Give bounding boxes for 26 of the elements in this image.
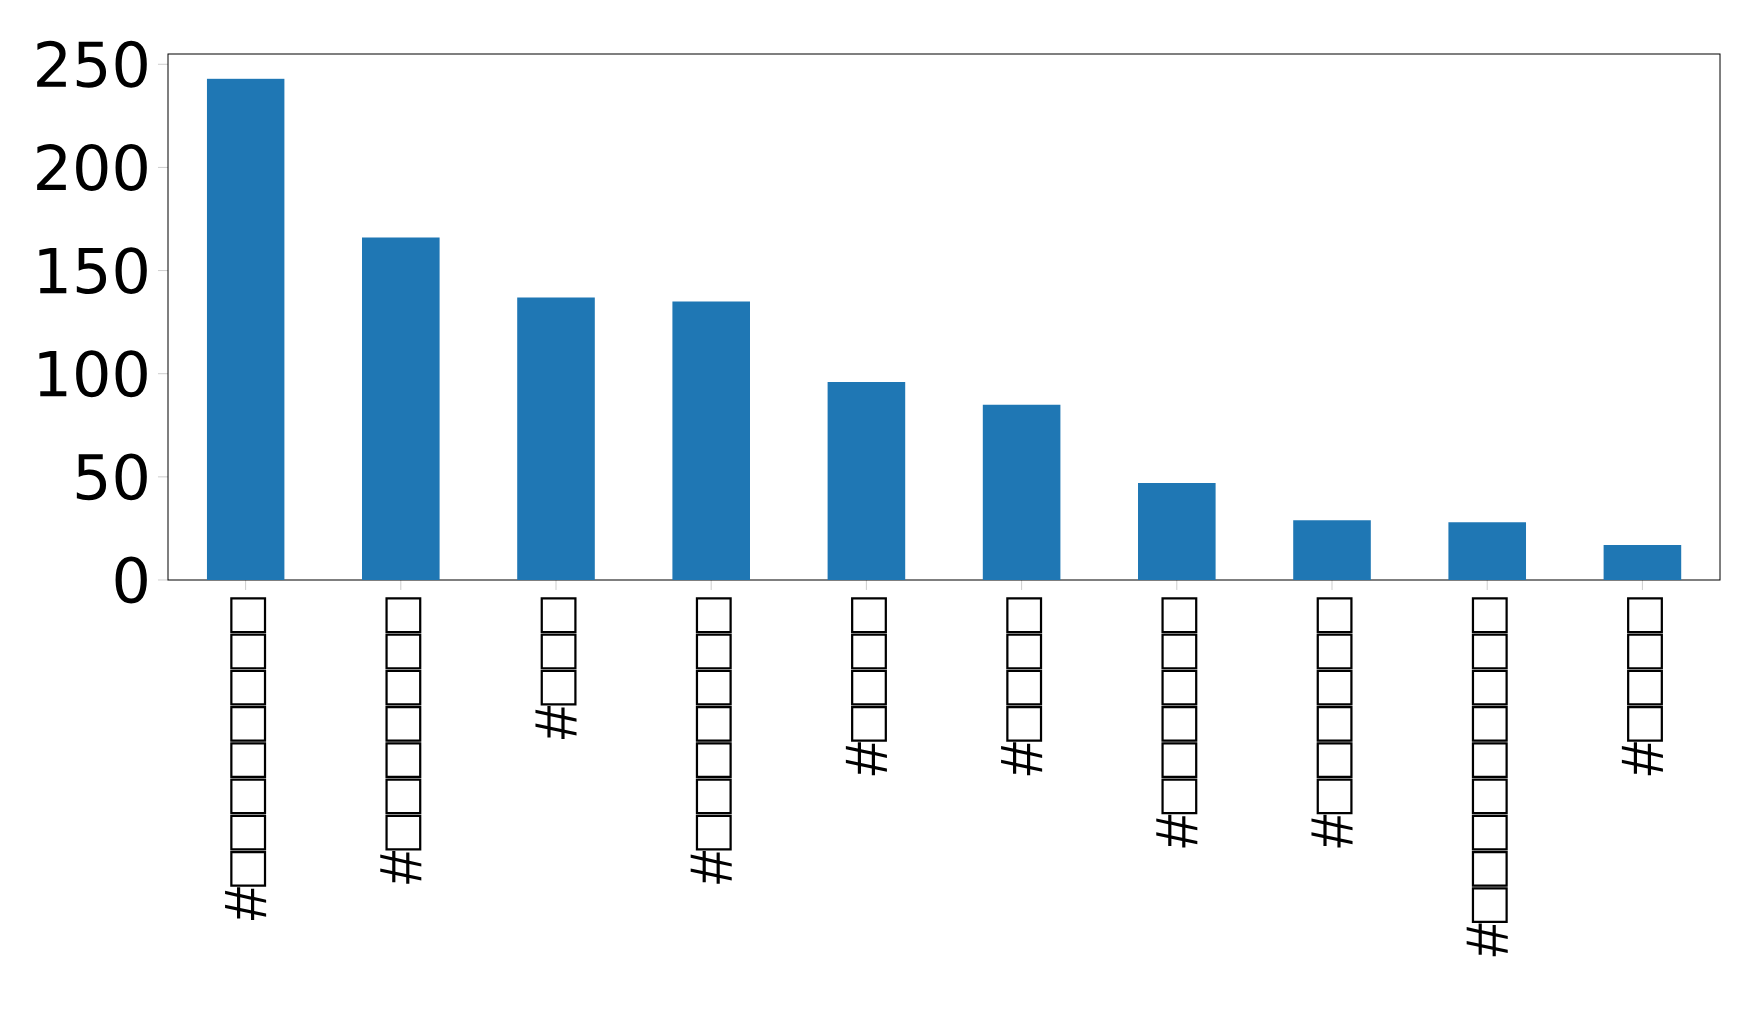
bar: [827, 381, 906, 580]
bar: [1293, 520, 1371, 580]
x-tick-label: #□□□□□□□: [690, 597, 732, 884]
x-tick-label: #□□□: [535, 597, 577, 739]
bar: [1603, 544, 1682, 580]
y-tick-label: 200: [37, 143, 147, 191]
x-tick-label: #□□□□□□□□: [225, 597, 267, 921]
y-tick-label: 150: [39, 247, 147, 295]
y-tick-label: 50: [76, 453, 147, 501]
bar: [206, 78, 285, 580]
bar: [672, 301, 750, 580]
x-tick-label: #□□□□□□□: [380, 597, 422, 884]
y-tick-label: 250: [37, 40, 147, 88]
x-tick-label: #□□□□: [1621, 597, 1663, 776]
bar: [362, 237, 440, 580]
bar: [1448, 522, 1527, 580]
bar: [982, 404, 1061, 580]
y-tick-label: 100: [39, 350, 147, 398]
bar: [1138, 483, 1216, 580]
bar: [517, 297, 595, 580]
x-tick-label: #□□□□□□: [1311, 597, 1353, 848]
y-tick-label: 0: [115, 556, 147, 604]
x-tick-label: #□□□□: [845, 597, 887, 776]
x-tick-label: #□□□□□□□□□: [1466, 597, 1508, 957]
x-tick-label: #□□□□□□: [1156, 597, 1198, 848]
x-tick-label: #□□□□: [1001, 597, 1043, 776]
